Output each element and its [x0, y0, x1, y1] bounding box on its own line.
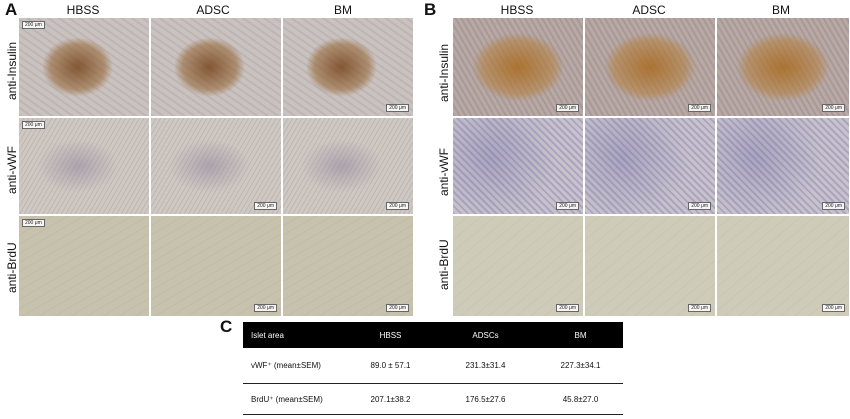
micrograph-b-insulin-adsc: 200 μm — [585, 18, 715, 116]
table-row: BrdU⁺ (mean±SEM) 207.1±38.2 176.5±27.6 4… — [243, 383, 623, 415]
micrograph-a-insulin-hbss: 200 μm — [19, 18, 149, 116]
micrograph-b-vwf-adsc: 200 μm — [585, 118, 715, 214]
scale-bar: 200 μm — [254, 202, 277, 210]
panel-b-row-insulin: anti-Insulin — [437, 43, 451, 102]
panel-a-row-brdu: anti-BrdU — [5, 242, 19, 293]
table-cell: 45.8±27.0 — [538, 383, 623, 415]
table-cell: BrdU⁺ (mean±SEM) — [243, 383, 348, 415]
scale-bar: 200 μm — [22, 121, 45, 129]
micrograph-a-vwf-adsc: 200 μm — [151, 118, 281, 214]
table-row: vWF⁺ (mean±SEM) 89.0 ± 57.1 231.3±31.4 2… — [243, 348, 623, 384]
panel-b-row-vwf: anti-vWF — [437, 148, 451, 196]
table-cell: 231.3±31.4 — [433, 348, 538, 384]
table-cell: 89.0 ± 57.1 — [348, 348, 433, 384]
scale-bar: 200 μm — [688, 304, 711, 312]
scale-bar: 200 μm — [688, 202, 711, 210]
table-header-cell: ADSCs — [433, 322, 538, 348]
scale-bar: 200 μm — [556, 104, 579, 112]
table-header-cell: Islet area — [243, 322, 348, 348]
scale-bar: 200 μm — [556, 304, 579, 312]
micrograph-b-vwf-bm: 200 μm — [717, 118, 849, 214]
panel-a-image-grid: 200 μm 200 μm 200 μm 200 μm 200 μm 200 μ… — [19, 18, 413, 316]
table-header-cell: HBSS — [348, 322, 433, 348]
scale-bar: 200 μm — [22, 21, 45, 29]
micrograph-b-brdu-bm: 200 μm — [717, 216, 849, 316]
micrograph-b-brdu-adsc: 200 μm — [585, 216, 715, 316]
table-cell: 176.5±27.6 — [433, 383, 538, 415]
panel-a-row-vwf: anti-vWF — [5, 146, 19, 194]
panel-label-b: B — [424, 0, 437, 19]
panel-a-col-bm: BM — [334, 3, 352, 17]
scale-bar: 200 μm — [386, 202, 409, 210]
panel-label-a: A — [5, 0, 18, 19]
micrograph-a-insulin-bm: 200 μm — [283, 18, 413, 116]
panel-a-col-hbss: HBSS — [66, 3, 100, 17]
table-cell: 227.3±34.1 — [538, 348, 623, 384]
scale-bar: 200 μm — [556, 202, 579, 210]
scale-bar: 200 μm — [822, 202, 845, 210]
scale-bar: 200 μm — [822, 304, 845, 312]
panel-b-col-adsc: ADSC — [632, 3, 666, 17]
scale-bar: 200 μm — [386, 104, 409, 112]
table-cell: vWF⁺ (mean±SEM) — [243, 348, 348, 384]
panel-b-row-brdu: anti-BrdU — [437, 239, 451, 290]
scale-bar: 200 μm — [386, 304, 409, 312]
micrograph-b-vwf-hbss: 200 μm — [453, 118, 583, 214]
panel-b-col-hbss: HBSS — [500, 3, 534, 17]
micrograph-a-brdu-bm: 200 μm — [283, 216, 413, 316]
micrograph-b-insulin-bm: 200 μm — [717, 18, 849, 116]
panel-label-c: C — [220, 317, 233, 336]
micrograph-b-brdu-hbss: 200 μm — [453, 216, 583, 316]
micrograph-a-vwf-bm: 200 μm — [283, 118, 413, 214]
table-cell: 207.1±38.2 — [348, 383, 433, 415]
panel-b-image-grid: 200 μm 200 μm 200 μm 200 μm 200 μm 200 μ… — [453, 18, 849, 316]
table-header-row: Islet area HBSS ADSCs BM — [243, 322, 623, 348]
scale-bar: 200 μm — [254, 304, 277, 312]
panel-a-col-adsc: ADSC — [196, 3, 230, 17]
micrograph-a-vwf-hbss: 200 μm — [19, 118, 149, 214]
micrograph-a-brdu-hbss: 200 μm — [19, 216, 149, 316]
micrograph-b-insulin-hbss: 200 μm — [453, 18, 583, 116]
scale-bar: 200 μm — [688, 104, 711, 112]
panel-a-row-insulin: anti-Insulin — [5, 41, 19, 100]
micrograph-a-insulin-adsc — [151, 18, 281, 116]
panel-b-col-bm: BM — [772, 3, 790, 17]
islet-area-table: Islet area HBSS ADSCs BM vWF⁺ (mean±SEM)… — [243, 322, 623, 415]
scale-bar: 200 μm — [22, 219, 45, 227]
micrograph-a-brdu-adsc: 200 μm — [151, 216, 281, 316]
table-header-cell: BM — [538, 322, 623, 348]
scale-bar: 200 μm — [822, 104, 845, 112]
